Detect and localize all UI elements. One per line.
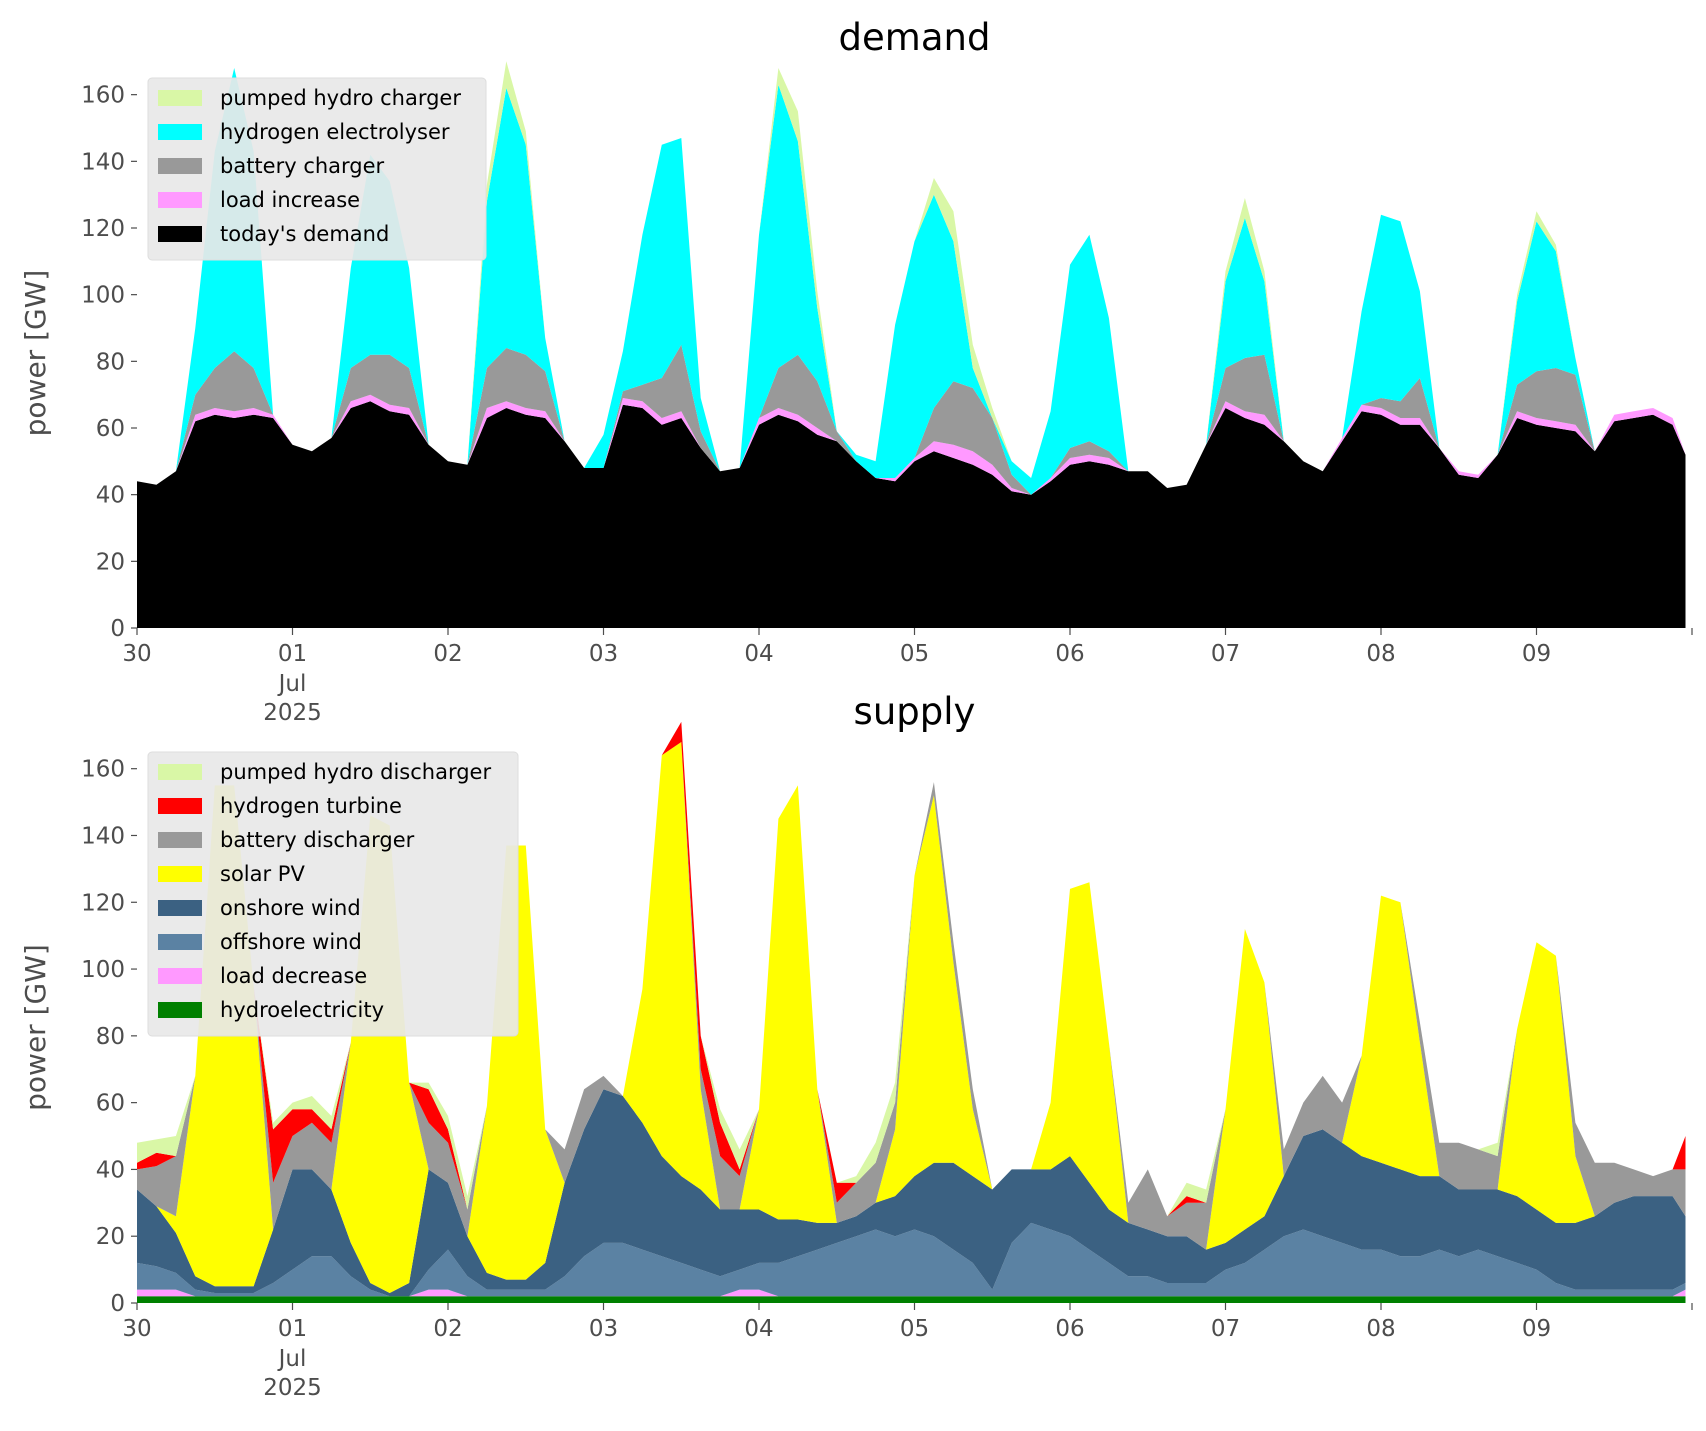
legend-label: solar PV xyxy=(220,862,305,886)
demand-y-axis-label: power [GW] xyxy=(19,270,52,437)
supply-stacked-areas xyxy=(137,721,1686,1303)
legend-label: hydrogen electrolyser xyxy=(220,120,450,144)
x-tick-label: 07 xyxy=(1211,1316,1240,1342)
legend-label: load decrease xyxy=(220,964,367,988)
area-onshore-wind xyxy=(137,1089,1686,1297)
x-tick-label: 01 xyxy=(278,641,307,667)
y-tick-label: 40 xyxy=(96,483,125,509)
area-load-decrease xyxy=(137,1289,1686,1297)
x-tick-month-label: Jul xyxy=(277,671,307,697)
x-tick-label: 05 xyxy=(900,641,929,667)
area-battery-discharger xyxy=(137,742,1686,1250)
supply-chart-title: supply xyxy=(854,690,976,733)
area-solar-pv xyxy=(137,742,1686,1293)
x-tick-label: 08 xyxy=(1366,641,1395,667)
legend-swatch xyxy=(158,764,202,780)
legend-box xyxy=(147,751,519,1037)
demand-axes: 0 20 40 60 80 100 120 140 160 30 01 Jul 2025 02 03 04 05… xyxy=(81,83,1693,726)
x-tick-label: 09 xyxy=(1522,1316,1551,1342)
demand-chart-title: demand xyxy=(839,16,991,59)
x-tick-label: 04 xyxy=(744,641,773,667)
legend-swatch xyxy=(158,192,202,208)
legend-label: battery charger xyxy=(220,154,385,178)
y-tick-label: 160 xyxy=(81,83,125,109)
area-hydroelectricity xyxy=(137,1296,1686,1303)
area-offshore-wind xyxy=(137,1222,1686,1297)
x-tick-label: 03 xyxy=(589,1316,618,1342)
x-tick-label: 04 xyxy=(744,1316,773,1342)
y-tick-label: 80 xyxy=(96,349,125,375)
x-tick-month-label: Jul xyxy=(277,1346,307,1372)
legend-box xyxy=(147,77,487,261)
x-tick-label: 05 xyxy=(900,1316,929,1342)
legend-label: offshore wind xyxy=(220,930,362,954)
y-tick-label: 0 xyxy=(110,616,125,642)
demand-legend: pumped hydro charger hydrogen electrolyse… xyxy=(147,77,487,261)
y-tick-label: 120 xyxy=(81,890,125,916)
y-tick-label: 140 xyxy=(81,149,125,175)
legend-label: today's demand xyxy=(220,222,389,246)
legend-swatch xyxy=(158,798,202,814)
supply-y-axis-label: power [GW] xyxy=(19,944,52,1111)
y-tick-label: 80 xyxy=(96,1024,125,1050)
x-tick-label: 01 xyxy=(278,1316,307,1342)
legend-swatch xyxy=(158,158,202,174)
legend-swatch xyxy=(158,934,202,950)
supply-legend: pumped hydro discharger hydrogen turbine b… xyxy=(147,751,519,1037)
supply-axes: 0 20 40 60 80 100 120 140 160 30 01 Jul 2025 02 03 04 05… xyxy=(81,757,1693,1401)
y-tick-label: 100 xyxy=(81,957,125,983)
legend-label: battery discharger xyxy=(220,828,415,852)
x-tick-label: 09 xyxy=(1522,641,1551,667)
area-battery-charger xyxy=(137,344,1686,495)
x-tick-label: 30 xyxy=(122,641,151,667)
y-tick-label: 20 xyxy=(96,1224,125,1250)
y-tick-label: 60 xyxy=(96,1091,125,1117)
legend-swatch xyxy=(158,900,202,916)
x-tick-label: 30 xyxy=(122,1316,151,1342)
x-tick-year-label: 2025 xyxy=(263,700,322,726)
x-tick-year-label: 2025 xyxy=(263,1375,322,1401)
y-tick-label: 160 xyxy=(81,757,125,783)
legend-swatch xyxy=(158,90,202,106)
x-tick-label: 07 xyxy=(1211,641,1240,667)
demand-stacked-areas xyxy=(137,61,1686,628)
legend-swatch xyxy=(158,124,202,140)
legend-label: pumped hydro discharger xyxy=(220,760,491,784)
x-tick-label: 03 xyxy=(589,641,618,667)
y-tick-label: 40 xyxy=(96,1157,125,1183)
y-tick-label: 0 xyxy=(110,1291,125,1317)
x-tick-label: 06 xyxy=(1055,1316,1084,1342)
area-hydrogen-electrolyser xyxy=(137,68,1686,495)
legend-swatch xyxy=(158,866,202,882)
y-tick-label: 60 xyxy=(96,416,125,442)
y-tick-label: 20 xyxy=(96,549,125,575)
y-tick-label: 120 xyxy=(81,216,125,242)
y-tick-label: 140 xyxy=(81,823,125,849)
legend-label: onshore wind xyxy=(220,896,361,920)
area-today-s-demand xyxy=(137,401,1686,628)
legend-swatch xyxy=(158,226,202,242)
x-tick-label: 02 xyxy=(433,1316,462,1342)
legend-label: hydrogen turbine xyxy=(220,794,402,818)
legend-swatch xyxy=(158,832,202,848)
x-tick-label: 02 xyxy=(433,641,462,667)
legend-swatch xyxy=(158,1002,202,1018)
y-tick-label: 100 xyxy=(81,283,125,309)
demand-chart: demand power [GW] 0204060801001201401603… xyxy=(19,16,1693,726)
legend-label: hydroelectricity xyxy=(220,998,384,1022)
legend-swatch xyxy=(158,968,202,984)
legend-label: load increase xyxy=(220,188,360,212)
supply-chart: supply power [GW] 0204060801001201401603… xyxy=(19,690,1693,1401)
x-tick-label: 08 xyxy=(1366,1316,1395,1342)
x-tick-label: 06 xyxy=(1055,641,1084,667)
legend-label: pumped hydro charger xyxy=(220,86,461,110)
